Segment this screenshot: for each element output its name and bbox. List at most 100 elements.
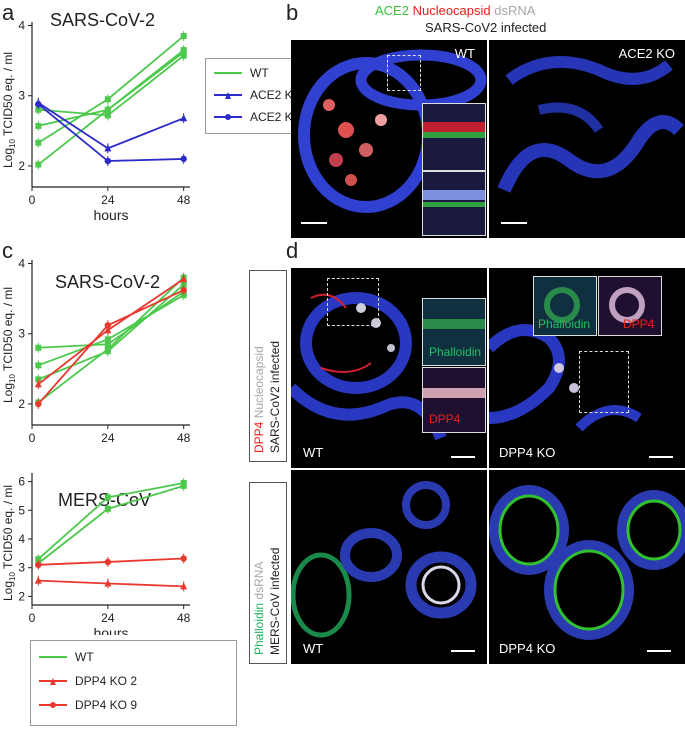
inset-d2-phalloidin: Phalloidin [533,276,597,336]
series-line [37,278,185,385]
y-axis-label: Log10 TCID50 eq. / ml [1,52,17,168]
micrograph-b-ace2-ko: ACE2 KO [489,40,685,238]
legend-c-item-wt: WT [39,649,94,665]
chart-title: SARS-CoV-2 [50,10,155,30]
micrograph-b-wt: WT [291,40,487,238]
legend-c-item-dpp4-ko-2: DPP4 KO 2 [39,673,137,689]
y-tick-label: 4 [18,532,25,546]
micrograph-label: WT [303,445,324,460]
y-tick-label: 3 [18,89,25,103]
data-point [104,322,112,329]
legend-a-item-wt: WT [214,65,269,81]
data-point [104,558,112,566]
data-point [180,582,188,590]
data-point [180,33,187,40]
data-point [104,348,111,355]
data-point [180,274,188,282]
x-tick-label: 24 [101,611,115,625]
inset-label: Phalloidin [538,317,591,331]
panel-d-bottom-side-label-box: Phalloidin dsRNA MERS-CoV infected [249,482,287,664]
x-tick-label: 0 [29,193,36,207]
zoom-region-box [387,55,421,91]
organoid-image [489,324,642,432]
data-point [35,106,42,113]
micrograph-label: WT [303,641,324,656]
x-tick-label: 0 [29,431,36,445]
data-point [35,161,42,168]
organoid-image [497,56,684,193]
scale-bar [649,456,673,458]
panel-letter-c: c [2,238,13,263]
scale-bar [451,456,475,458]
micrograph-label: DPP4 KO [499,641,556,656]
y-tick-label: 3 [18,327,25,341]
x-tick-label: 48 [177,611,191,625]
panel-letter-a: a [2,0,15,25]
data-point [35,400,42,408]
data-point [104,112,111,119]
y-tick-label: 4 [18,19,25,33]
panel-b-header-infected: SARS-CoV2 infected [425,20,547,35]
x-tick-label: 48 [177,431,191,445]
data-point [104,505,111,512]
x-tick-label: 48 [177,193,191,207]
panel-d-top-stains: DPP4 Nucleocapsid [252,346,266,453]
organoid-image [291,481,477,638]
data-point [104,144,112,152]
legend-c-item-dpp4-ko-9: DPP4 KO 9 [39,697,137,713]
scale-bar [501,222,527,224]
data-point [35,344,42,351]
data-point [35,561,42,569]
stain-dsrna-label: dsRNA [494,3,536,18]
micrograph-d-mers-dpp4-ko: DPP4 KO [489,470,685,664]
panel-d-bottom-stains: Phalloidin dsRNA [252,562,266,655]
stain-nucleocapsid-label: Nucleocapsid [412,3,491,18]
data-point [180,52,187,59]
stain-nucleocapsid-label: Nucleocapsid [252,346,266,419]
inset-b-top [422,103,486,171]
series-line [37,101,185,150]
micrograph-label: WT [454,46,475,61]
y-tick-label: 2 [18,159,25,173]
y-axis-label: Log10 TCID50 eq. / ml [1,287,17,403]
x-tick-label: 24 [101,431,115,445]
data-point [34,576,42,584]
x-tick-label: 0 [29,611,36,625]
stain-dsrna-label: dsRNA [252,561,266,600]
inset-d-dpp4: DPP4 [422,367,486,433]
chart-c-sars-cov-2: 2 3 4 0 24 48 SARS-CoV-2 Log10 TCID50 eq. / ml [1,257,191,445]
series-line [37,276,185,404]
data-point [35,122,42,129]
series-line [38,51,185,127]
micrograph-d-mers-wt: WT [291,470,487,664]
series-line [38,579,184,588]
data-point [104,336,111,343]
data-point [180,47,187,54]
panel-d-bottom-infected: MERS-CoV infected [268,547,282,655]
legend-label: DPP4 KO 2 [75,674,138,688]
data-point [180,114,188,122]
legend-label: DPP4 KO 9 [75,698,138,712]
y-tick-label: 2 [18,397,25,411]
x-tick-label: 24 [101,193,115,207]
panel-letter-b: b [286,0,299,25]
micrograph-d-sars-dpp4-ko: Phalloidin DPP4 DPP4 KO [489,268,685,468]
panel-letter-d: d [286,238,299,263]
series-line [38,294,185,367]
data-point [104,96,111,103]
data-point [180,155,187,163]
stain-phalloidin-label: Phalloidin [252,602,266,655]
inset-label: DPP4 [429,412,461,426]
stain-ace2-label: ACE2 [375,3,409,18]
panel-d-top-infected: SARS-CoV2 infected [268,340,282,453]
y-tick-label: 6 [18,475,25,489]
micrograph-d-sars-wt: Phalloidin DPP4 WT [291,268,487,468]
data-point [180,482,187,489]
y-tick-label: 3 [18,561,25,575]
micrograph-label: ACE2 KO [618,46,675,61]
data-point [34,380,42,388]
legend-label: WT [250,66,269,80]
data-point [180,555,187,562]
data-point [104,157,112,165]
inset-d2-dpp4: DPP4 [598,276,662,336]
